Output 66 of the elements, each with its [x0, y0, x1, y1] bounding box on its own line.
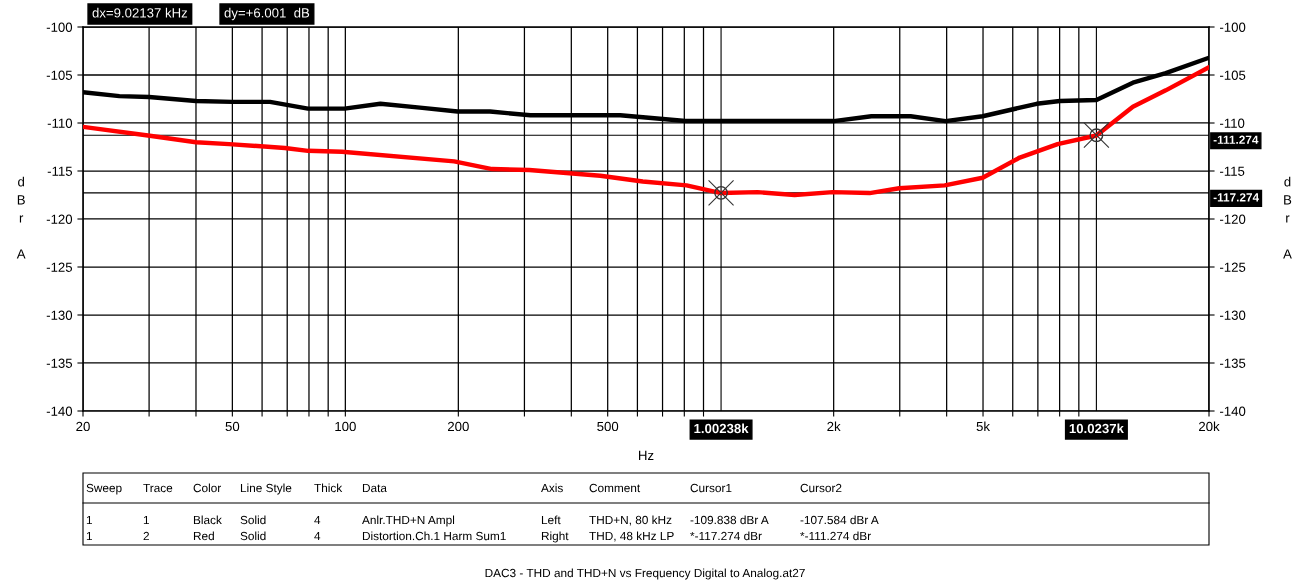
text: Black: [193, 515, 222, 525]
text: 1: [86, 515, 92, 525]
text: -109.838 dBr A: [690, 515, 769, 525]
text: Axis: [541, 483, 563, 493]
x-tick-label: 200: [447, 421, 469, 432]
text: 1: [143, 515, 149, 525]
text: Distortion.Ch.1 Harm Sum1: [362, 531, 506, 541]
ref-line-label: -117.274: [1213, 193, 1260, 202]
text: dx=9.02137 kHz: [92, 7, 188, 18]
text: dBr A: [16, 176, 26, 259]
y2-tick-label: -140: [1220, 406, 1246, 416]
text: Left: [541, 515, 561, 525]
text: Data: [362, 483, 387, 493]
text: Red: [193, 531, 214, 541]
x-tick-label: 5k: [976, 421, 991, 432]
x-tick-label: 20: [76, 421, 90, 432]
text: THD+N, 80 kHz: [589, 515, 672, 526]
x-tick-label: 100: [335, 421, 356, 432]
y2-tick-label: -105: [1220, 70, 1246, 80]
text: 2: [143, 531, 149, 541]
text: dBr A: [1283, 176, 1292, 259]
text: Color: [193, 483, 222, 493]
text: *-111.274 dBr: [800, 531, 871, 541]
text: *-117.274 dBr: [690, 531, 762, 541]
y2-tick-label: -100: [1220, 22, 1246, 32]
y-tick-label: -120: [46, 214, 73, 224]
y-tick-label: -110: [47, 118, 73, 128]
y2-tick-label: -120: [1220, 214, 1246, 224]
text: Anlr.THD+N Ampl: [362, 515, 455, 527]
x-tick-label: 2k: [827, 421, 841, 431]
text: 4: [314, 515, 321, 525]
text: Thick: [314, 483, 343, 493]
text: Cursor2: [800, 483, 842, 493]
x-axis-title: Hz: [639, 450, 654, 460]
y2-tick-label: -135: [1220, 358, 1246, 368]
y-tick-label: -135: [46, 358, 73, 368]
x-tick-label: 50: [225, 421, 240, 432]
x-tick-label: 500: [597, 421, 619, 432]
text: 1: [86, 531, 92, 541]
ref-line-label: 1.00238k: [694, 423, 749, 434]
text: dy=+6.001 dB: [224, 7, 310, 21]
text: Solid: [240, 515, 266, 525]
y-tick-label: -140: [46, 406, 73, 416]
text: -107.584 dBr A: [800, 515, 879, 525]
y2-tick-label: -125: [1220, 262, 1246, 272]
text: Sweep: [86, 483, 122, 495]
text: Right: [541, 531, 569, 543]
text: Trace: [143, 483, 173, 493]
ref-line-label: -111.274: [1213, 135, 1259, 144]
y-tick-label: -105: [46, 70, 73, 80]
y2-tick-label: -130: [1220, 310, 1246, 320]
y-tick-label: -130: [46, 310, 73, 320]
y-tick-label: -125: [46, 262, 73, 272]
y-tick-label: -100: [46, 22, 73, 32]
text: Solid: [240, 531, 266, 541]
text: Line Style: [240, 483, 292, 495]
y2-tick-label: -115: [1220, 166, 1245, 176]
text: DAC3 - THD and THD+N vs Frequency Digital to Analog.at27: [485, 568, 805, 580]
text: 4: [314, 531, 321, 541]
text: Cursor1: [690, 483, 732, 493]
text: Comment: [589, 483, 641, 493]
y2-tick-label: -110: [1220, 118, 1245, 128]
x-tick-label: 20k: [1199, 421, 1220, 432]
y-tick-label: -115: [47, 166, 73, 176]
text: THD, 48 kHz LP: [589, 531, 674, 542]
ref-line-label: 10.0237k: [1069, 423, 1124, 434]
